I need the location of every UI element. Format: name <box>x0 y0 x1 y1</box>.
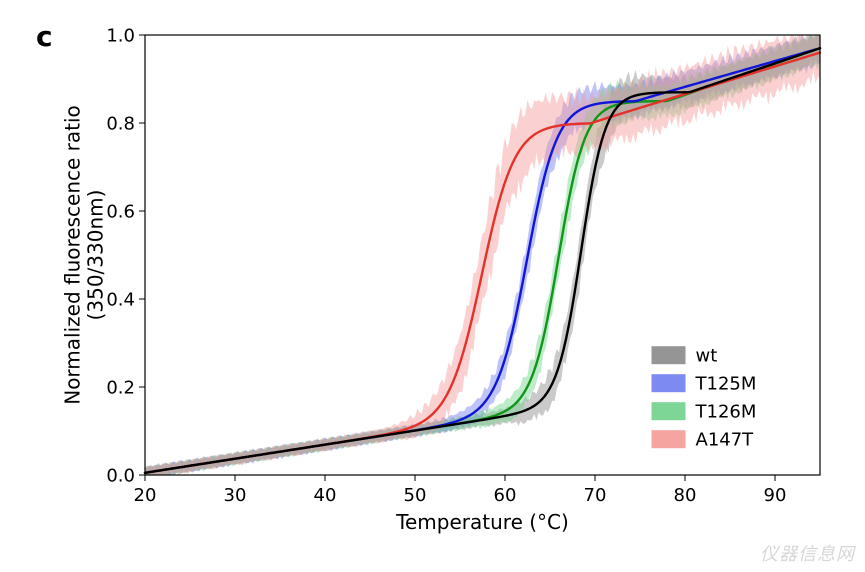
x-tick-label: 30 <box>224 485 247 506</box>
legend: wt T125M T126M A147T <box>646 342 776 462</box>
y-tick-label: 0.4 <box>106 289 135 310</box>
legend-swatch-T125M <box>652 374 686 392</box>
x-tick-label: 20 <box>134 485 157 506</box>
legend-swatch-wt <box>652 346 686 364</box>
y-tick-label: 0.2 <box>106 377 135 398</box>
legend-swatch-A147T <box>652 430 686 448</box>
y-tick-label: 0.6 <box>106 201 135 222</box>
x-tick-label: 40 <box>314 485 337 506</box>
legend-label-A147T: A147T <box>696 430 755 451</box>
x-tick-label: 70 <box>584 485 607 506</box>
x-tick-label: 90 <box>764 485 787 506</box>
thermal-shift-chart: 20 30 40 50 60 70 80 90 0.0 0.2 0.4 0.6 0.8 1.0 Temper… <box>0 0 865 572</box>
x-tick-label: 80 <box>674 485 697 506</box>
legend-swatch-T126M <box>652 402 686 420</box>
figure-wrap: c 20304050607080900.00.20.40.60.81.0Temp… <box>0 0 865 572</box>
legend-label-T125M: T125M <box>695 374 757 395</box>
y-tick-label: 0.0 <box>106 465 135 486</box>
y-tick-label: 0.8 <box>106 113 135 134</box>
x-axis-title: Temperature (°C) <box>395 510 569 534</box>
y-axis-title: Normalized fluorescence ratio(350/330nm) <box>61 105 108 405</box>
legend-label-T126M: T126M <box>695 402 757 423</box>
y-tick-label: 1.0 <box>106 25 135 46</box>
legend-label-wt: wt <box>696 346 718 367</box>
x-tick-label: 50 <box>404 485 427 506</box>
x-tick-label: 60 <box>494 485 517 506</box>
